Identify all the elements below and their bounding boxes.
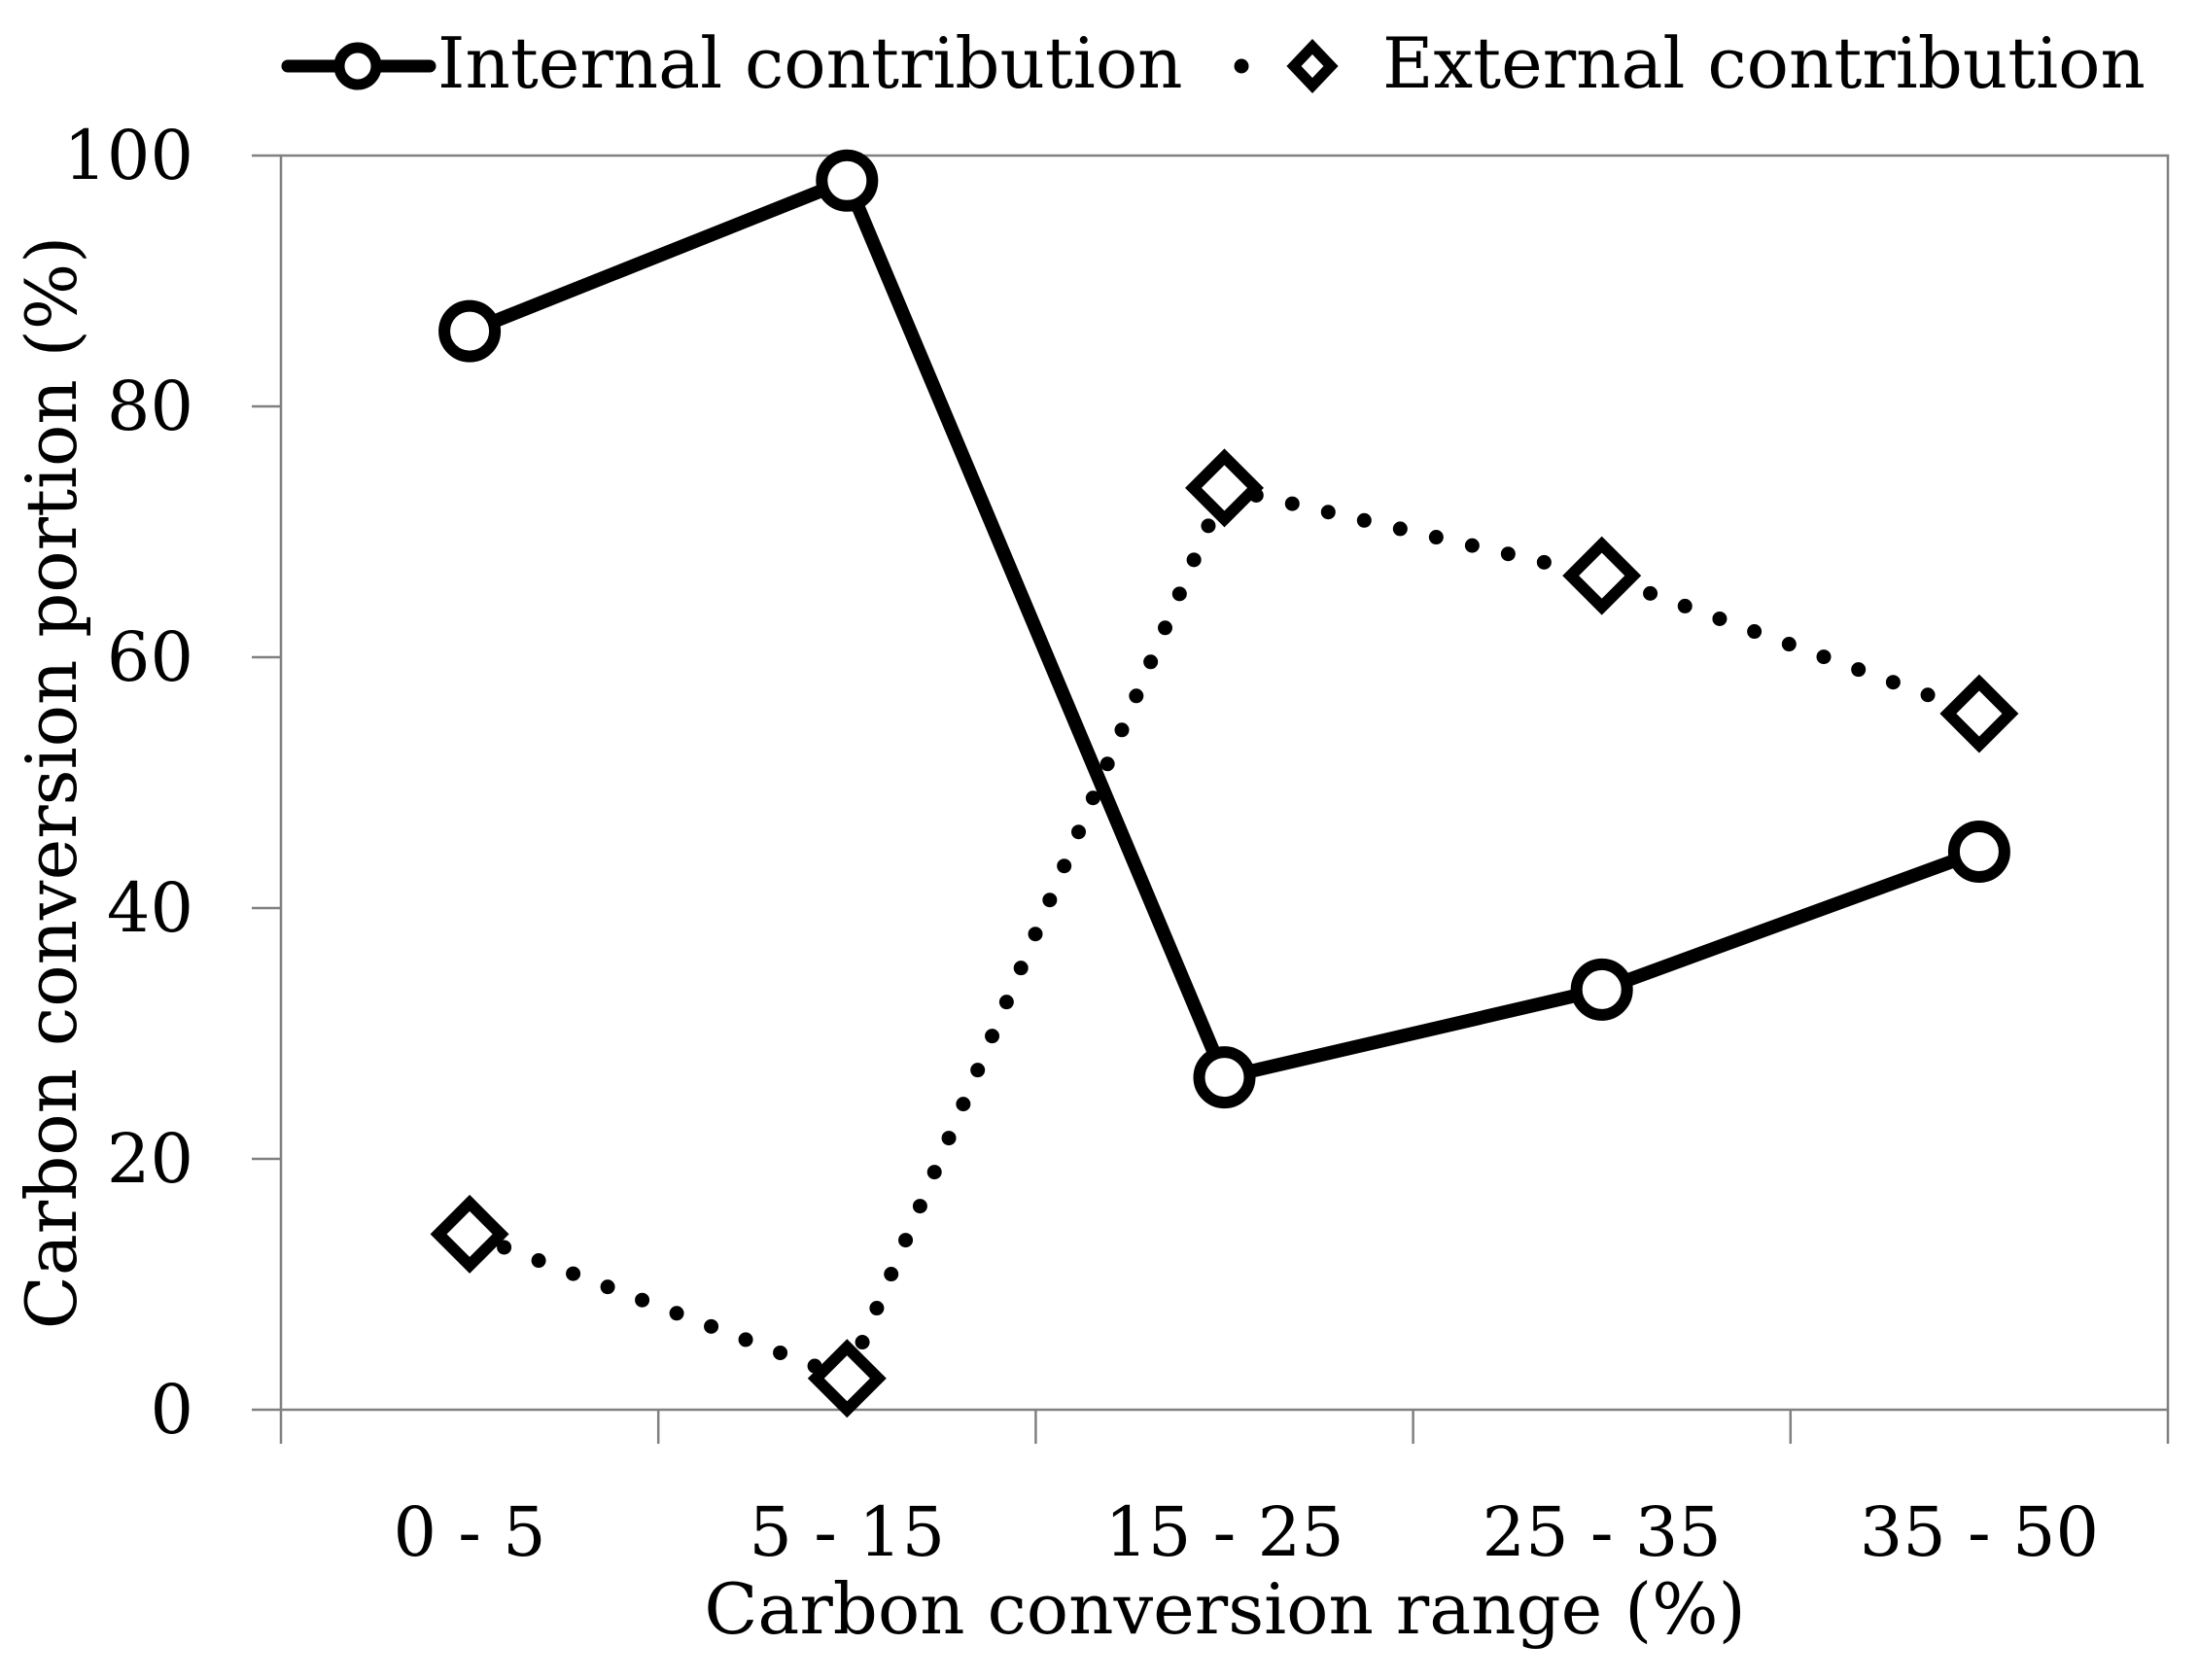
- legend-external-dot-left: [1234, 58, 1249, 74]
- external-contribution-data-point: [430, 1194, 509, 1274]
- legend-internal-marker: [333, 42, 382, 90]
- internal-contribution-data-point: [1570, 958, 1633, 1021]
- series-lines: [462, 173, 1987, 1386]
- x-axis-tick-labels: 0 - 5 5 - 15 15 - 25 25 - 35 35 - 50: [393, 1492, 2099, 1572]
- x-axis-ticks: [279, 1410, 2170, 1444]
- external-contribution-data-point: [807, 1339, 887, 1418]
- y-tick-label: 80: [107, 367, 193, 446]
- legend-external-marker: [1286, 39, 1339, 93]
- plot-area-frame: [279, 154, 2170, 1412]
- y-tick-label: 40: [107, 868, 193, 948]
- x-tick-label: 5 - 15: [749, 1492, 945, 1572]
- external-contribution-data-point: [1939, 674, 2019, 753]
- internal-contribution-data-point: [816, 149, 879, 212]
- internal-contribution-data-point: [1947, 820, 2010, 883]
- legend-external-label: External contribution: [1382, 22, 2146, 104]
- external-contribution-data-point: [1185, 448, 1264, 528]
- internal-contribution-data-point: [1193, 1046, 1256, 1109]
- x-tick-label: 0 - 5: [393, 1492, 545, 1572]
- x-tick-label: 15 - 25: [1104, 1492, 1344, 1572]
- x-tick-label: 25 - 35: [1483, 1492, 1722, 1572]
- y-axis-tick-labels: 0 20 40 60 80 100: [63, 116, 193, 1450]
- y-tick-label: 100: [63, 116, 193, 195]
- y-tick-label: 0: [150, 1370, 193, 1450]
- y-axis-title: Carbon conversion portion (%): [11, 236, 92, 1329]
- y-tick-label: 20: [107, 1119, 193, 1199]
- external-contribution-data-point: [1562, 536, 1642, 615]
- legend-internal-label: Internal contribution: [437, 22, 1183, 104]
- y-axis-ticks: [252, 154, 281, 1412]
- series-markers: [430, 149, 2019, 1418]
- y-tick-label: 60: [107, 617, 193, 697]
- x-axis-title: Carbon conversion range (%): [704, 1568, 1745, 1650]
- internal-contribution-data-point: [438, 299, 502, 363]
- legend: Internal contribution External contribut…: [281, 22, 2146, 104]
- x-tick-label: 35 - 50: [1860, 1492, 2099, 1572]
